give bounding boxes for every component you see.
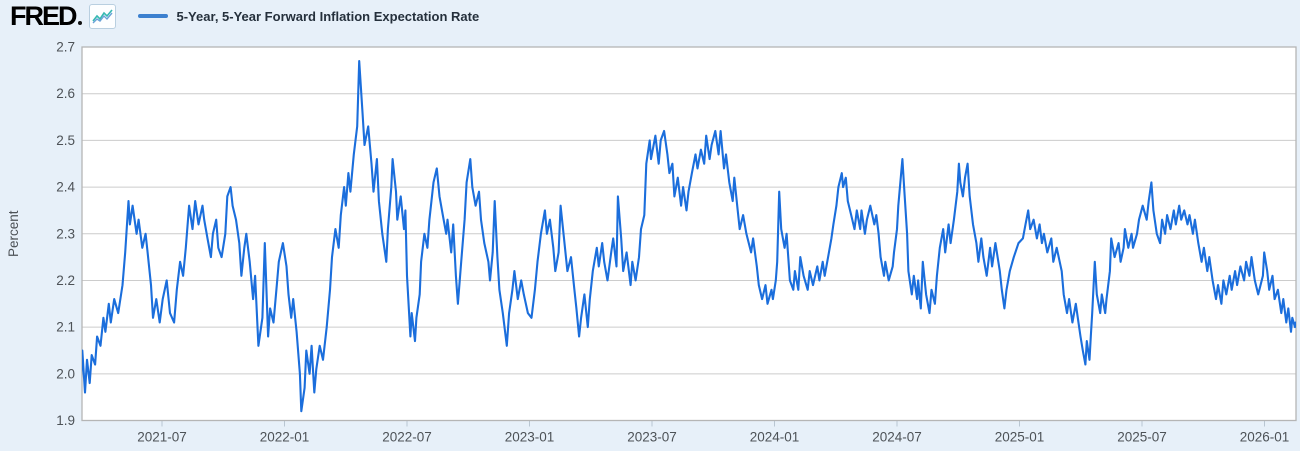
x-tick-label: 2023-01	[505, 430, 555, 445]
x-tick-label: 2024-01	[750, 430, 800, 445]
plot-border	[81, 46, 1297, 422]
chart-legend: 5-Year, 5-Year Forward Inflation Expecta…	[137, 8, 480, 24]
registered-trademark-icon	[77, 21, 82, 25]
y-tick-label: 2.4	[56, 180, 75, 195]
series-line[interactable]	[81, 59, 1296, 413]
legend-series-label: 5-Year, 5-Year Forward Inflation Expecta…	[176, 8, 480, 24]
x-tick-label: 2026-01	[1240, 430, 1290, 445]
x-tick-label: 2022-01	[260, 430, 310, 445]
y-tick-label: 2.3	[56, 226, 75, 241]
fred-logo-text: FRED	[10, 1, 77, 31]
y-tick-label: 2.7	[56, 40, 75, 55]
y-tick-label: 2.0	[56, 366, 75, 381]
chart-header: FRED 5-Year, 5-Year Forward Inflation Ex…	[0, 0, 1300, 32]
y-tick-label: 2.1	[56, 320, 75, 335]
legend-line-swatch	[137, 14, 168, 18]
fred-logo[interactable]: FRED	[10, 1, 116, 31]
y-tick-label: 2.5	[56, 133, 75, 148]
y-tick-label: 2.2	[56, 273, 75, 288]
x-tick-label: 2025-01	[995, 430, 1045, 445]
x-tick-label: 2022-07	[382, 430, 432, 445]
x-tick-label: 2021-07	[137, 430, 187, 445]
fred-logo-chart-icon	[88, 4, 116, 29]
y-tick-label: 1.9	[56, 413, 75, 428]
x-tick-label: 2024-07	[872, 430, 922, 445]
x-tick-label: 2025-07	[1117, 430, 1167, 445]
x-tick-label: 2023-07	[627, 430, 677, 445]
y-axis-title: Percent	[6, 210, 21, 257]
y-tick-label: 2.6	[56, 86, 75, 101]
